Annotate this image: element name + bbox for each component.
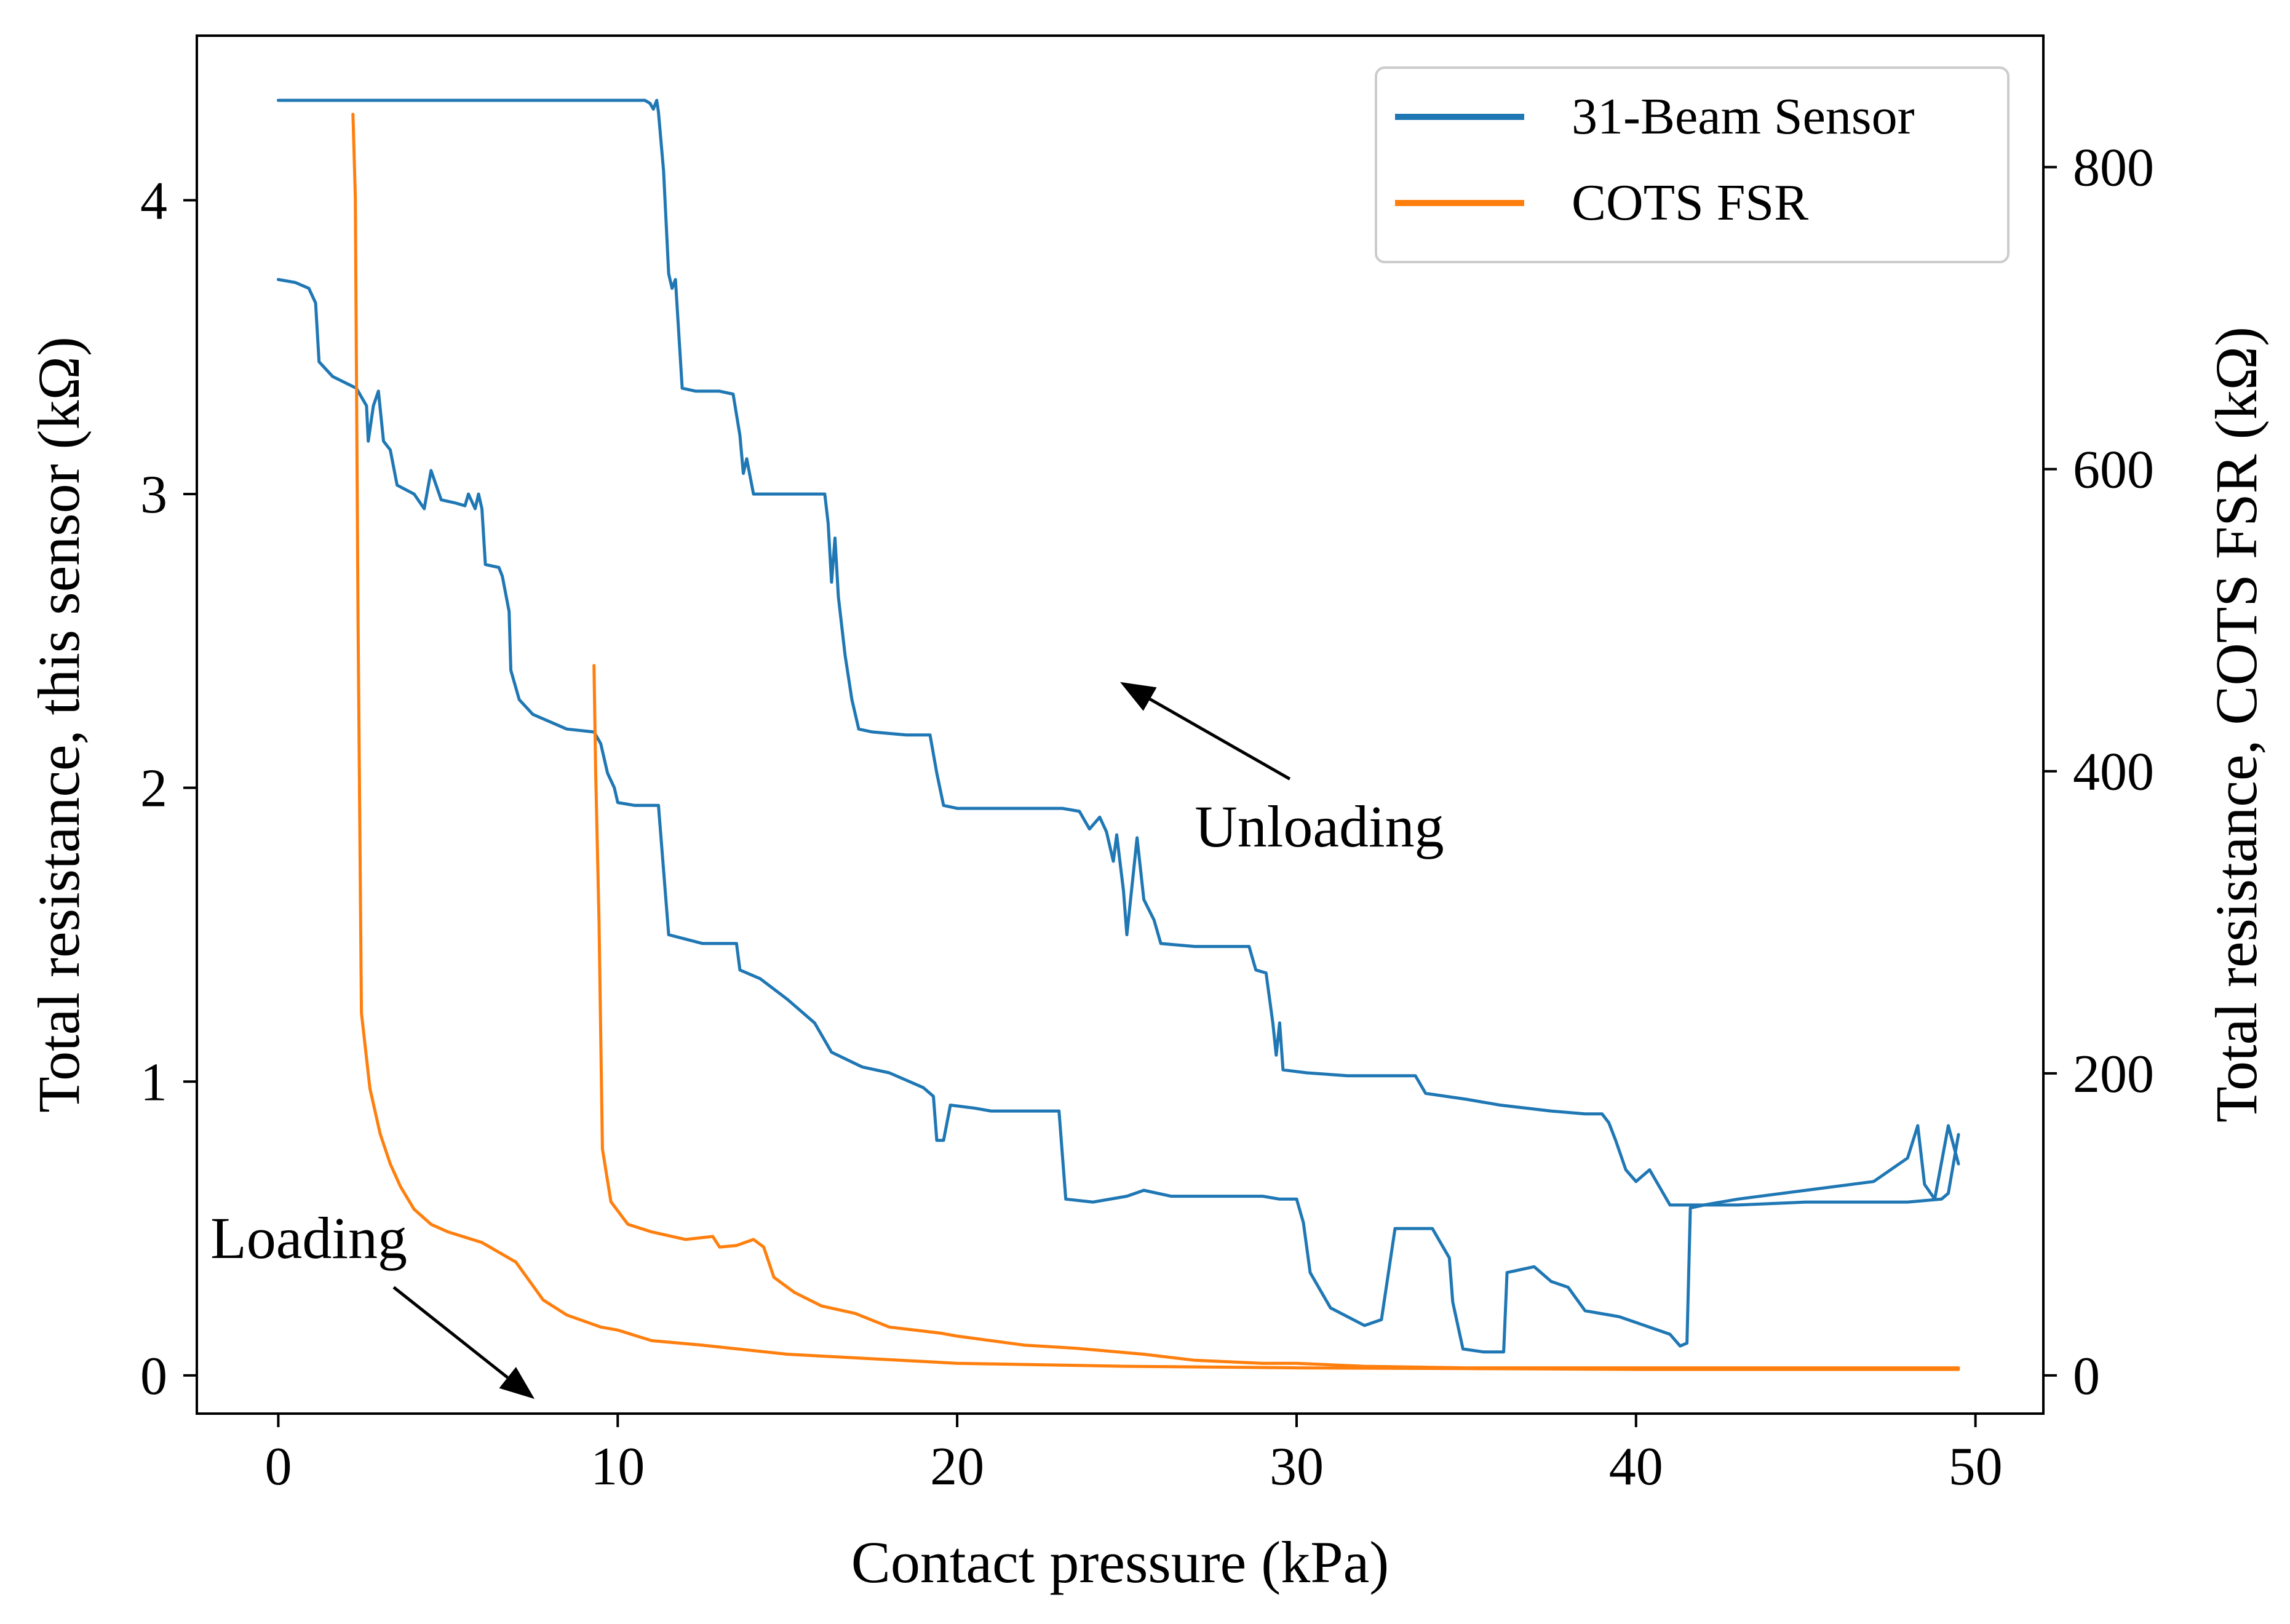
- legend-label-31-beam-sensor: 31-Beam Sensor: [1572, 88, 1915, 145]
- x-axis-title: Contact pressure (kPa): [851, 1529, 1389, 1595]
- left-y-tick-label-4: 4: [140, 171, 167, 231]
- left-y-tick-label-3: 3: [140, 465, 167, 525]
- annotation-unloading-label: Unloading: [1195, 794, 1444, 859]
- right-y-tick-label-200: 200: [2073, 1045, 2154, 1104]
- annotation-loading-arrow-head: [499, 1367, 535, 1399]
- right-y-axis-ticks: 0 200 400 600 800: [2043, 138, 2154, 1406]
- x-axis-ticks: 0 10 20 30 40 50: [264, 1414, 2003, 1497]
- plot-frame: [196, 34, 2045, 1415]
- legend-label-cots-fsr: COTS FSR: [1572, 174, 1808, 231]
- x-tick-label-20: 20: [930, 1437, 984, 1497]
- series-line-31-beam-sensor-unloading: [276, 98, 1960, 1207]
- right-y-tick-label-0: 0: [2073, 1347, 2100, 1406]
- x-tick-label-30: 30: [1270, 1437, 1324, 1497]
- annotation-unloading-arrow-head: [1120, 682, 1157, 711]
- x-tick-label-0: 0: [264, 1437, 292, 1497]
- series-line-cots-fsr-loading: [592, 664, 1960, 1370]
- left-y-axis-ticks: 0 1 2 3 4: [140, 171, 197, 1406]
- left-y-tick-label-1: 1: [140, 1053, 167, 1112]
- legend: 31-Beam Sensor COTS FSR: [1375, 66, 2010, 263]
- annotation-loading-arrow-shaft: [392, 1286, 509, 1379]
- left-y-tick-label-2: 2: [140, 759, 167, 819]
- right-y-tick-label-800: 800: [2073, 138, 2154, 198]
- series-line-cots-fsr-unloading: [351, 113, 1960, 1371]
- legend-box: [1375, 66, 2010, 263]
- x-tick-label-40: 40: [1609, 1437, 1663, 1497]
- annotation-unloading-arrow-shaft: [1149, 698, 1291, 781]
- left-y-axis-title: Total resistance, this sensor (kΩ): [26, 336, 92, 1113]
- left-y-tick-label-0: 0: [140, 1347, 167, 1406]
- series-layer: [276, 98, 1960, 1371]
- right-y-tick-label-600: 600: [2073, 440, 2154, 500]
- x-tick-label-10: 10: [590, 1437, 645, 1497]
- x-tick-label-50: 50: [1949, 1437, 2003, 1497]
- annotations: Unloading Loading: [210, 682, 1444, 1399]
- series-line-31-beam-sensor-loading: [276, 277, 1960, 1354]
- annotation-loading-label: Loading: [210, 1205, 407, 1271]
- right-y-tick-label-400: 400: [2073, 742, 2154, 802]
- right-y-axis-title: Total resistance, COTS FSR (kΩ): [2203, 327, 2269, 1123]
